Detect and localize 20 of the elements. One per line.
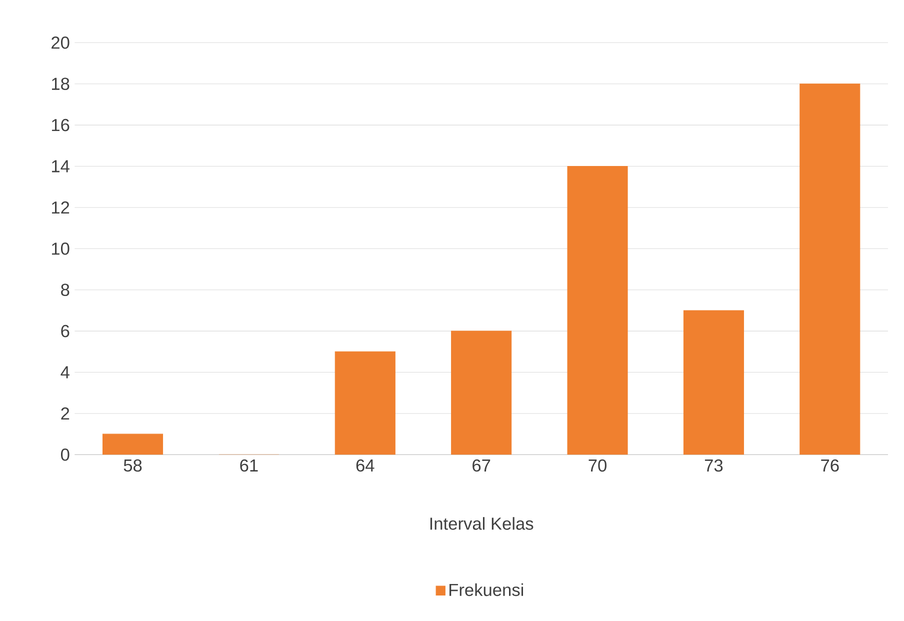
y-tick-label: 2 <box>61 407 70 420</box>
x-tick-label: 70 <box>588 459 606 472</box>
x-tick-label: 58 <box>124 459 142 472</box>
y-tick-label: 8 <box>61 284 70 296</box>
y-tick-label: 10 <box>52 242 70 255</box>
y-tick-label: 6 <box>61 324 70 338</box>
y-tick-label: 16 <box>52 118 70 132</box>
x-axis-title: Interval Kelas <box>430 516 534 530</box>
y-tick-label: 12 <box>52 201 70 214</box>
y-tick-label: 20 <box>52 36 70 49</box>
x-tick-label: 67 <box>472 459 490 472</box>
x-tick-label: 76 <box>821 459 839 472</box>
x-tick-label: 73 <box>704 459 723 472</box>
x-tick-label: 64 <box>356 459 374 472</box>
y-tick-label: 4 <box>60 366 70 378</box>
y-tick-label: 0 <box>60 448 70 461</box>
x-tick-label: 61 <box>240 459 258 472</box>
y-tick-label: 14 <box>52 160 70 172</box>
y-tick-label: 18 <box>52 78 70 90</box>
legend-label: Frekuensi <box>450 583 524 596</box>
